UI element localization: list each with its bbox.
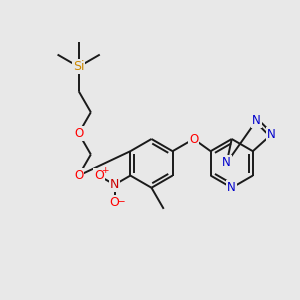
Text: Si: Si	[73, 60, 84, 73]
Text: −: −	[117, 197, 125, 207]
Text: N: N	[110, 178, 119, 191]
Text: N: N	[222, 156, 231, 169]
Text: O: O	[94, 169, 104, 182]
Text: O: O	[189, 133, 198, 146]
Text: +: +	[101, 166, 109, 175]
Text: N: N	[252, 114, 261, 127]
Text: N: N	[227, 181, 236, 194]
Text: O: O	[74, 127, 83, 140]
Text: O: O	[110, 196, 119, 209]
Text: O: O	[74, 169, 83, 182]
Text: N: N	[267, 128, 275, 141]
